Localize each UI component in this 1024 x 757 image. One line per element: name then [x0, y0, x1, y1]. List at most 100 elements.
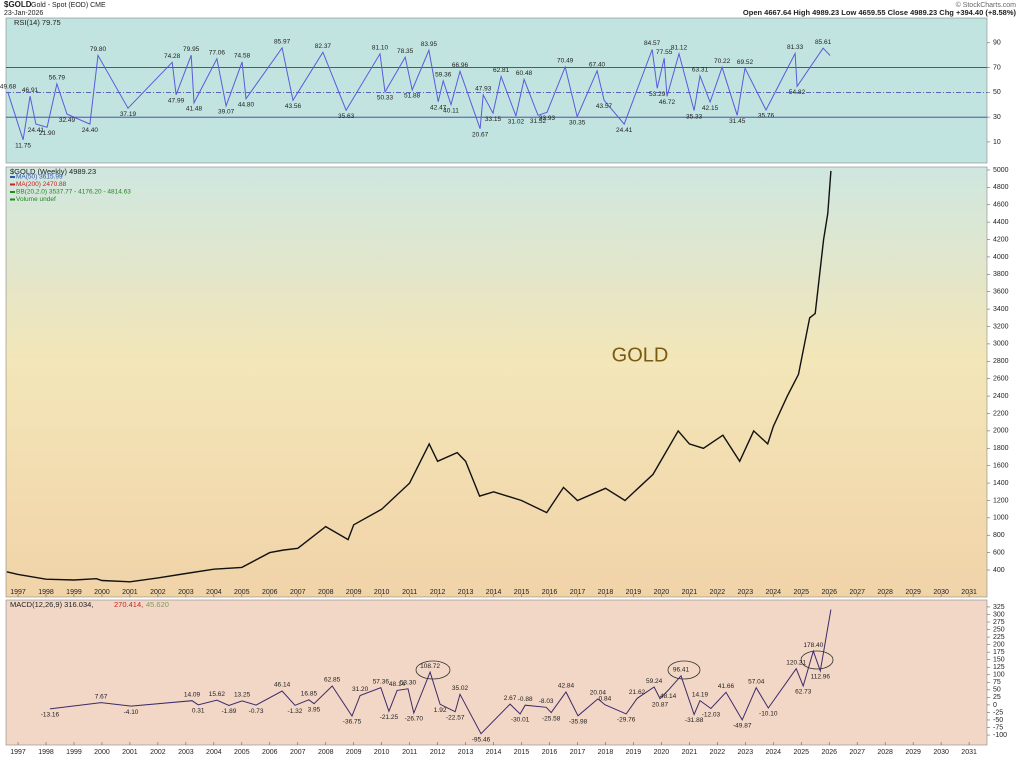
x-tick-label: 2007 [290, 749, 306, 756]
value-label: 46.14 [274, 682, 291, 689]
x-tick-label: 2025 [793, 749, 809, 756]
value-label: 30.35 [569, 119, 586, 126]
value-label: 2.67 [504, 695, 517, 702]
value-label: 42.15 [702, 105, 719, 112]
value-label: 62.85 [324, 677, 341, 684]
x-tick-label: 2026 [821, 749, 837, 756]
x-tick-label: 2015 [514, 749, 530, 756]
x-tick-label: 2019 [626, 589, 642, 596]
highlight-ellipse [800, 650, 834, 670]
y-tick-label: 125 [993, 664, 1005, 671]
x-tick-label: 2024 [766, 589, 782, 596]
value-label: -22.57 [446, 714, 465, 721]
y-tick-label: 300 [993, 611, 1005, 618]
x-tick-label: 2028 [877, 589, 893, 596]
value-label: 54.82 [789, 89, 806, 96]
value-label: 21.62 [629, 689, 646, 696]
date: 23-Jan-2026 [4, 10, 43, 17]
value-label: 51.88 [404, 93, 421, 100]
highlight-ellipse [415, 660, 451, 680]
y-tick-label: 150 [993, 657, 1005, 664]
rsi-title: RSI(14) 79.75 [14, 18, 61, 27]
x-tick-label: 2001 [122, 589, 138, 596]
value-label: 81.12 [671, 45, 688, 52]
x-tick-label: 2000 [94, 749, 110, 756]
value-label: 33.15 [485, 116, 502, 123]
y-tick-label: 2600 [993, 376, 1009, 383]
x-tick-label: 2027 [849, 589, 865, 596]
value-label: 85.97 [274, 38, 291, 45]
x-tick-label: 2030 [933, 589, 949, 596]
x-tick-label: 2027 [849, 749, 865, 756]
value-label: 43.57 [596, 103, 613, 110]
value-label: 178.40 [803, 642, 823, 649]
x-tick-label: 2024 [766, 749, 782, 756]
value-label: 14.19 [692, 691, 709, 698]
x-tick-label: 2005 [234, 749, 250, 756]
value-label: 62.73 [795, 689, 812, 696]
x-tick-label: 2019 [626, 749, 642, 756]
value-label: 42.47 [430, 104, 447, 111]
y-tick-label: 175 [993, 649, 1005, 656]
value-label: -49.87 [733, 723, 752, 730]
x-tick-label: 2004 [206, 749, 222, 756]
x-tick-label: 2013 [458, 589, 474, 596]
value-label: 42.84 [558, 683, 575, 690]
value-label: 32.49 [59, 117, 76, 124]
value-label: 31.20 [352, 686, 369, 693]
value-label: 49.68 [0, 83, 16, 90]
value-label: 82.37 [315, 43, 332, 50]
security-name: Gold - Spot (EOD) CME [31, 2, 106, 9]
value-label: -31.88 [685, 717, 704, 724]
y-tick-label: 1800 [993, 445, 1009, 452]
value-label: -36.75 [343, 719, 362, 726]
value-label: 70.22 [714, 58, 731, 65]
value-label: -12.03 [702, 711, 721, 718]
value-label: 44.80 [238, 102, 255, 109]
value-label: 53.29 [649, 91, 666, 98]
x-tick-label: 1997 [10, 749, 26, 756]
value-label: 40.11 [443, 107, 459, 114]
x-tick-label: 2016 [542, 589, 558, 596]
value-label: -26.70 [405, 716, 424, 723]
x-tick-label: 1997 [10, 589, 26, 596]
x-tick-label: 2029 [905, 589, 921, 596]
signal-label: 270.414, [114, 600, 143, 609]
value-label: 21.90 [39, 130, 56, 137]
value-label: 83.95 [421, 41, 438, 48]
y-tick-label: 3400 [993, 306, 1009, 313]
x-tick-label: 2021 [682, 749, 698, 756]
value-label: 48.14 [389, 681, 406, 688]
value-label: 20.04 [590, 690, 607, 697]
x-tick-label: 2001 [122, 749, 138, 756]
legend-swatch [10, 191, 15, 193]
value-label: 31.02 [508, 119, 525, 126]
x-tick-label: 2020 [654, 749, 670, 756]
value-label: -4.10 [124, 709, 139, 716]
value-label: 74.58 [234, 53, 251, 60]
value-label: 84.57 [644, 40, 661, 47]
y-tick-label: 1400 [993, 480, 1009, 487]
macd-title: MACD(12,26,9) 316.034, [10, 600, 93, 609]
y-tick-label: 2000 [993, 428, 1009, 435]
x-tick-label: 2010 [374, 749, 390, 756]
x-tick-label: 2003 [178, 749, 194, 756]
value-label: 20.87 [652, 701, 669, 708]
value-label: 56.79 [49, 75, 66, 82]
price-title: $GOLD (Weekly) 4989.23 [10, 167, 96, 176]
value-label: 112.96 [811, 674, 831, 681]
value-label: 7.67 [95, 693, 108, 700]
x-tick-label: 2011 [402, 589, 417, 596]
x-tick-label: 2026 [821, 589, 837, 596]
x-tick-label: 2014 [486, 749, 502, 756]
value-label: 0.84 [599, 695, 612, 702]
value-label: 62.81 [493, 67, 510, 74]
legend-entry: MA(200) 2470.88 [16, 181, 67, 188]
credit: © StockCharts.com [956, 1, 1017, 9]
value-label: -95.46 [472, 736, 491, 743]
x-tick-label: 2011 [402, 749, 417, 756]
x-tick-label: 2008 [318, 749, 334, 756]
value-label: 14.09 [184, 691, 201, 698]
value-label: 50.33 [377, 95, 394, 102]
value-label: 57.36 [373, 678, 390, 685]
